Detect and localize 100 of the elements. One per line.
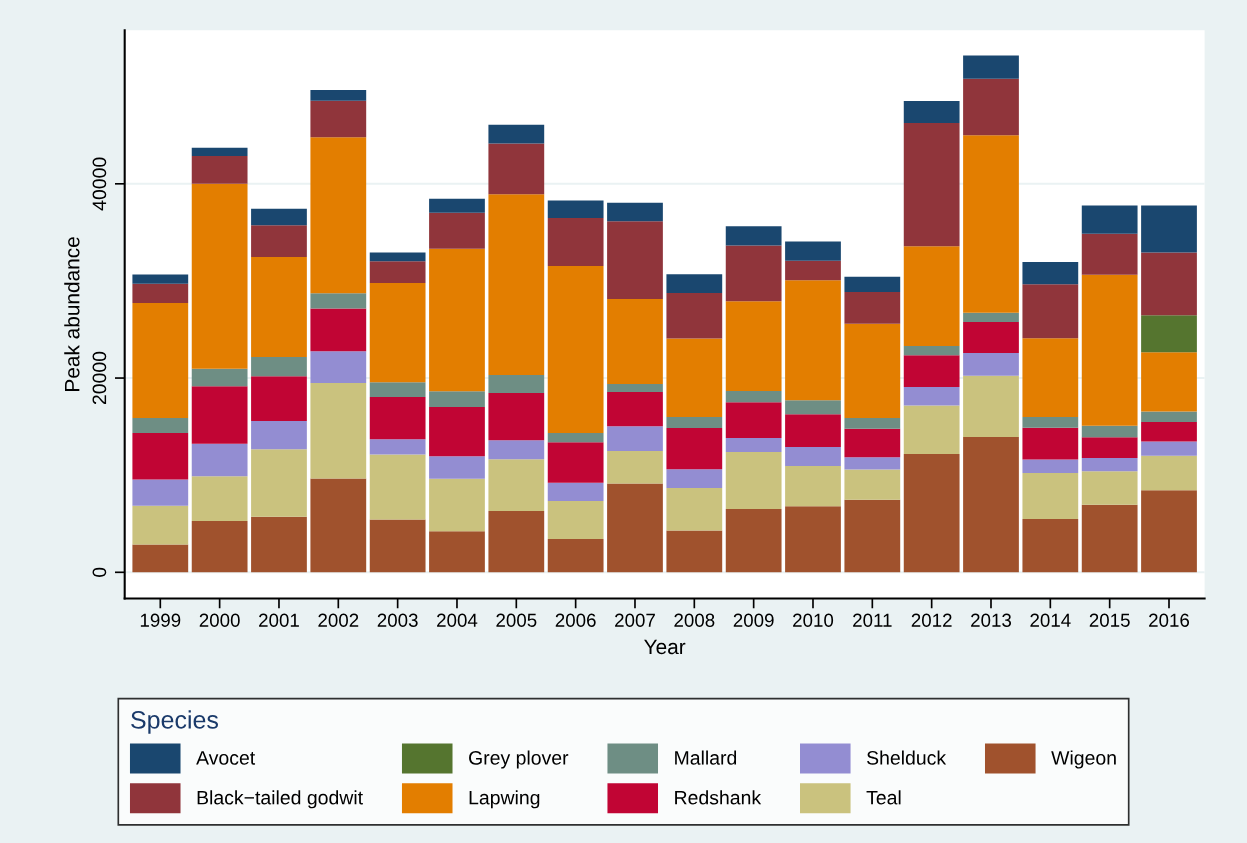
bar bbox=[429, 212, 485, 249]
bar bbox=[844, 457, 901, 470]
bar bbox=[132, 283, 189, 304]
bar bbox=[369, 283, 426, 383]
legend-label: Mallard bbox=[675, 750, 737, 765]
bar bbox=[547, 218, 604, 266]
legend-label: Teal bbox=[866, 790, 901, 805]
bar bbox=[251, 516, 307, 573]
x-tick-label: 2011 bbox=[853, 613, 892, 627]
bar bbox=[1022, 284, 1079, 339]
bar bbox=[903, 355, 960, 387]
bar bbox=[429, 531, 485, 573]
bar bbox=[191, 476, 248, 521]
bar bbox=[310, 90, 367, 101]
legend-label: Grey plover bbox=[469, 750, 569, 769]
bar bbox=[666, 428, 723, 470]
bar bbox=[1141, 490, 1197, 573]
bar bbox=[369, 252, 426, 262]
legend-label: Shelduck bbox=[867, 750, 947, 765]
bar bbox=[666, 293, 723, 339]
bar bbox=[844, 418, 901, 429]
bar bbox=[903, 405, 960, 455]
x-tick-label: 2006 bbox=[555, 613, 596, 627]
bar bbox=[191, 443, 248, 477]
bar bbox=[191, 386, 248, 444]
bar bbox=[1141, 315, 1197, 353]
bar bbox=[903, 454, 960, 573]
bar bbox=[666, 469, 723, 489]
x-tick-label: 1999 bbox=[140, 613, 181, 627]
bar bbox=[369, 382, 426, 397]
legend-label: Black−tailed godwit bbox=[197, 790, 363, 809]
legend-title: Species bbox=[131, 710, 219, 734]
bar bbox=[369, 454, 426, 520]
bar bbox=[369, 439, 426, 455]
bar bbox=[488, 124, 545, 144]
bar bbox=[1081, 471, 1138, 505]
bar bbox=[1141, 411, 1197, 422]
bar bbox=[488, 510, 545, 573]
bar bbox=[191, 155, 248, 184]
bar bbox=[1022, 338, 1079, 417]
bar bbox=[1141, 352, 1197, 412]
bar bbox=[785, 447, 841, 466]
bar bbox=[963, 353, 1019, 376]
bar bbox=[903, 386, 960, 406]
y-tick-label: 0 bbox=[92, 567, 107, 577]
bar bbox=[1081, 425, 1138, 438]
legend-label: Avocet bbox=[196, 751, 256, 765]
legend-label: Lapwing bbox=[469, 790, 540, 809]
bar bbox=[785, 400, 841, 415]
bar bbox=[310, 100, 367, 138]
x-tick-label: 2001 bbox=[259, 613, 299, 627]
bar bbox=[1081, 437, 1138, 458]
bar bbox=[251, 257, 307, 357]
x-tick-label: 2003 bbox=[377, 613, 418, 627]
bar bbox=[488, 143, 545, 195]
x-axis-title: Year bbox=[644, 639, 686, 655]
bar bbox=[547, 442, 604, 483]
x-tick-label: 2010 bbox=[793, 613, 834, 627]
bar bbox=[903, 123, 960, 247]
bar bbox=[251, 449, 307, 517]
x-tick-label: 2015 bbox=[1089, 613, 1130, 627]
bar bbox=[607, 483, 663, 573]
bar bbox=[963, 55, 1019, 79]
bar bbox=[963, 375, 1019, 438]
bar bbox=[844, 292, 901, 324]
y-tick-label: 20000 bbox=[92, 351, 107, 405]
bar bbox=[429, 478, 485, 532]
bar bbox=[1141, 455, 1197, 491]
bar bbox=[785, 280, 841, 401]
bar bbox=[963, 135, 1019, 313]
bar bbox=[1141, 441, 1197, 456]
bar bbox=[547, 539, 604, 573]
bar bbox=[1022, 519, 1079, 573]
bar bbox=[903, 100, 960, 124]
bar bbox=[607, 202, 663, 222]
bar bbox=[785, 241, 841, 261]
bar bbox=[310, 137, 367, 294]
bar bbox=[785, 506, 841, 573]
bar bbox=[785, 260, 841, 281]
bar bbox=[1081, 504, 1138, 573]
x-tick-label: 2012 bbox=[911, 613, 952, 627]
bar bbox=[488, 393, 545, 441]
bar bbox=[369, 519, 426, 573]
bar bbox=[310, 351, 367, 384]
bar bbox=[1081, 233, 1138, 275]
bar bbox=[132, 433, 189, 480]
bar bbox=[547, 482, 604, 501]
bar bbox=[785, 414, 841, 448]
bar bbox=[132, 303, 189, 419]
bar bbox=[666, 530, 723, 573]
bar bbox=[251, 376, 307, 421]
x-tick-label: 2005 bbox=[496, 613, 537, 627]
bar bbox=[1022, 473, 1079, 520]
bar bbox=[725, 438, 782, 452]
bar bbox=[725, 509, 782, 573]
bar bbox=[725, 245, 782, 302]
bar bbox=[251, 208, 307, 226]
y-tick-label: 40000 bbox=[92, 157, 107, 211]
bar bbox=[1141, 252, 1197, 316]
bar bbox=[607, 384, 663, 392]
